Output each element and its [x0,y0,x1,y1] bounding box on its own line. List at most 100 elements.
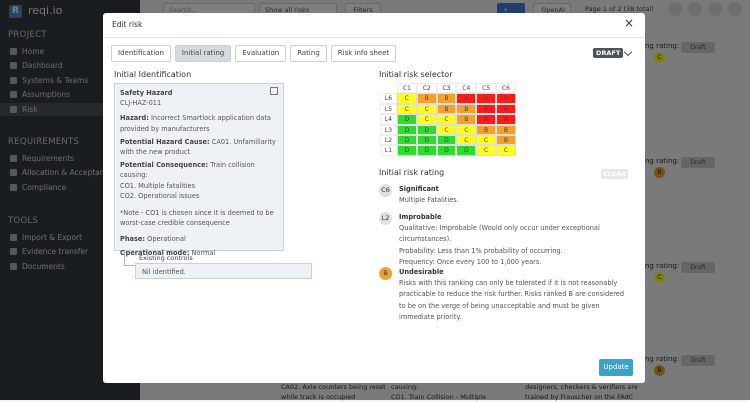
matrix-cell[interactable]: C [436,124,457,135]
matrix-cell[interactable]: C [456,124,477,135]
matrix-row-label: L1 [380,145,397,156]
matrix-cell[interactable]: D [416,145,437,156]
matrix-cell[interactable]: D [456,145,477,156]
card-title: Safety Hazard [120,89,173,97]
matrix-cell[interactable]: B [436,93,457,104]
rating-text: Qualitative: Improbable (Would only occu… [399,224,600,266]
matrix-row-label: L3 [380,124,397,135]
tree-line [124,251,137,266]
matrix-column-label: C6 [496,83,516,94]
matrix-cell[interactable]: A [496,103,516,115]
status-badge: DRAFT [593,48,624,58]
matrix-column-label: C3 [436,83,457,94]
card-field: Potential Hazard Cause: CA01. Unfamiliar… [120,137,278,157]
controls-box: Nil identified. [135,263,312,279]
card-field: Potential Consequence: Train collision c… [120,160,278,201]
rating-title: Improbable [399,213,442,221]
status-dropdown[interactable] [623,47,633,57]
matrix-cell[interactable]: A [456,93,477,104]
rating-badge: C6 [379,184,392,197]
matrix-row-label: L5 [380,103,397,115]
matrix-column-label: C1 [397,83,417,94]
tab[interactable]: Evaluation [235,45,287,62]
matrix-cell[interactable]: D [416,124,437,135]
matrix-cell[interactable]: C [416,103,437,115]
rating-text: Multiple Fatalities. [399,196,459,205]
matrix-cell[interactable]: D [397,135,417,146]
card-field: Phase: Operational [120,234,278,244]
tab-bar: Identification Initial rating Evaluation Ra… [111,45,397,62]
rating-title: Significant [399,185,439,193]
field-text: Normal [191,248,216,257]
matrix-cell[interactable]: B [456,103,477,115]
matrix-column-label: C2 [416,83,437,94]
matrix-cell[interactable]: C [416,114,437,125]
card-id: CLJ-HAZ-011 [120,99,162,108]
card-field: Operational mode: Normal [120,248,278,258]
matrix-cell[interactable]: A [476,103,496,115]
matrix-cell[interactable]: A [476,114,496,125]
modal-title: Edit risk [112,20,143,29]
card-field: Hazard: Incorrect Smartlock application … [120,113,278,133]
edit-risk-modal: Edit risk × Identification Initial rating Ev… [103,13,645,383]
matrix-row-label: L4 [380,114,397,125]
rating-item: Significant Multiple Fatalities. [399,184,631,206]
matrix-cell[interactable]: B [456,114,477,125]
matrix-cell[interactable]: B [416,93,437,104]
matrix-cell[interactable]: B [496,124,516,135]
matrix-row-label: L6 [380,93,397,104]
matrix-cell[interactable]: D [436,135,457,146]
field-label: Potential Hazard Cause: [120,137,210,146]
header-divider [103,37,645,38]
matrix-cell[interactable]: C [436,114,457,125]
section-heading: Initial risk rating [379,168,445,177]
field-text: Train collision causing: CO1. Multiple f… [120,161,255,200]
matrix-cell[interactable]: C [397,103,417,115]
matrix-cell[interactable]: C [456,135,477,146]
matrix-cell[interactable]: D [397,124,417,135]
matrix-column-label: C4 [456,83,477,94]
matrix-cell[interactable]: D [397,114,417,125]
rating-item: Improbable Qualitative: Improbable (Would… [399,212,631,268]
matrix-cell[interactable]: B [476,124,496,135]
collapse-button[interactable] [270,87,278,95]
matrix-cell[interactable]: D [416,135,437,146]
rating-text: Risks with this ranking can only be tole… [399,279,625,321]
matrix-cell[interactable]: D [397,145,417,156]
field-label: Potential Consequence: [120,161,209,170]
matrix-cell[interactable]: A [476,93,496,104]
field-text: CA01. Unfamiliarity with the new product [120,137,276,157]
tab[interactable]: Rating [290,45,327,62]
matrix-cell[interactable]: C [476,135,496,146]
matrix-row-label: L2 [380,135,397,146]
tab[interactable]: Initial rating [174,45,232,62]
matrix-cell[interactable]: A [496,114,516,125]
update-button[interactable]: Update [599,359,633,376]
matrix-cell[interactable]: D [436,145,457,156]
matrix-cell[interactable]: C [397,93,417,104]
rating-title: Undesirable [399,268,444,276]
rating-badge: L2 [379,212,392,225]
section-heading: Initial Identification [114,70,192,79]
field-text: Operational [147,235,186,244]
matrix-cell[interactable]: B [436,103,457,115]
close-button[interactable]: × [624,16,635,30]
matrix-cell[interactable]: A [496,93,516,104]
field-label: Phase: [120,235,146,244]
matrix-cell[interactable]: B [496,135,516,146]
hazard-card: Safety Hazard CLJ-HAZ-011 Hazard: Incorrec… [114,83,284,257]
rating-badge: B [379,267,392,280]
clear-button[interactable]: CLEAR [601,169,629,179]
tab[interactable]: Identification [111,45,171,62]
card-note: *Note - CO1 is chosen since it is deemed… [120,209,274,228]
tab[interactable]: Risk info sheet [330,45,397,62]
rating-item: Undesirable Risks with this ranking can o… [399,267,631,323]
matrix-cell[interactable]: C [476,145,496,156]
controls-label: Existing controls [139,254,193,262]
field-text: Incorrect Smartlock application data pro… [120,114,271,133]
section-heading: Initial risk selector [379,70,453,79]
field-label: Hazard: [120,114,149,123]
matrix-cell[interactable]: C [496,145,516,156]
field-label: Operational mode: [120,248,190,257]
